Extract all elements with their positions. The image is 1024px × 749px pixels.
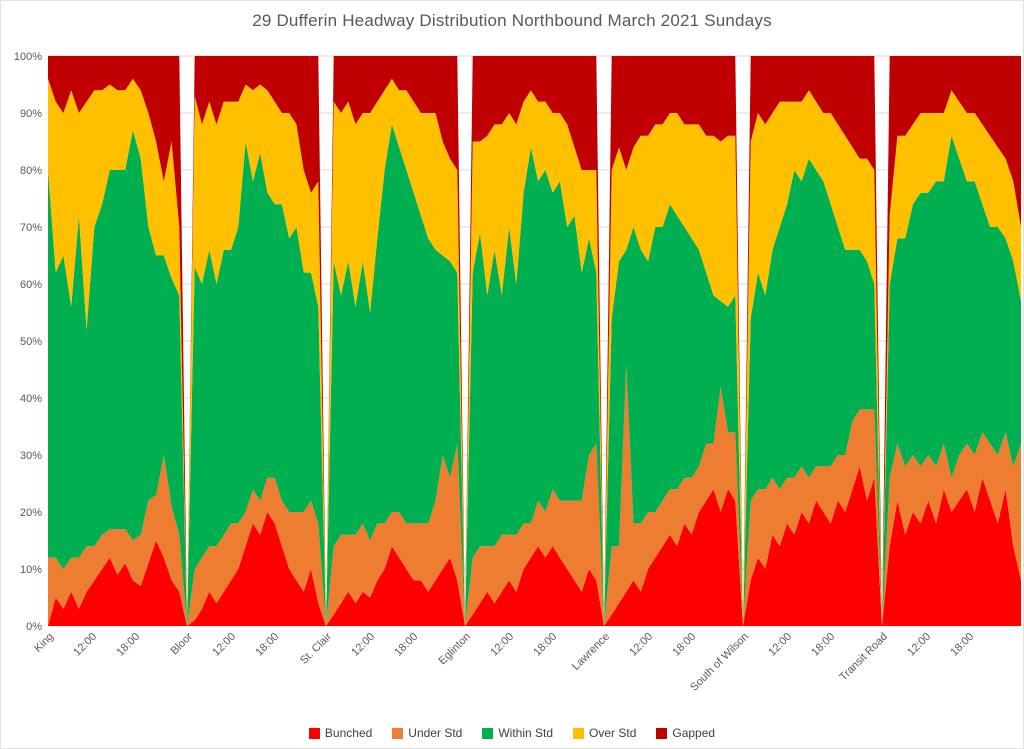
x-tick-station: Bloor <box>168 630 195 657</box>
legend-label: Under Std <box>408 726 463 740</box>
x-tick-station: St. Clair <box>298 630 334 666</box>
legend-swatch <box>656 727 668 739</box>
area-bunched <box>465 546 604 626</box>
area-over-std <box>743 90 882 626</box>
x-tick-time: 12:00 <box>210 631 238 659</box>
area-under-std <box>882 432 1021 626</box>
y-tick-label: 30% <box>20 450 42 462</box>
area-over-std <box>604 113 743 626</box>
x-tick-time: 18:00 <box>114 631 142 659</box>
x-tick-time: 18:00 <box>948 631 976 659</box>
legend-label: Within Std <box>498 726 554 740</box>
area-within-std <box>882 135 1021 627</box>
x-tick-time: 12:00 <box>766 631 794 659</box>
y-tick-label: 0% <box>26 621 42 633</box>
headway-area-chart: 0% 10% 20% 30% 40% 50% 60% 70% 80% 90% 100% King 12… <box>14 51 1021 694</box>
area-under-std <box>743 409 882 626</box>
x-tick-station: South of Wilson <box>688 631 751 694</box>
area-bunched <box>48 540 187 626</box>
y-tick-label: 100% <box>14 51 42 63</box>
y-tick-label: 60% <box>20 279 42 291</box>
area-within-std <box>187 141 326 626</box>
area-gapped <box>326 56 465 626</box>
area-bunched <box>743 466 882 626</box>
legend-swatch <box>308 727 320 739</box>
x-tick-station: Eglinton <box>437 631 474 668</box>
x-tick-time: 12:00 <box>71 631 99 659</box>
area-over-std <box>48 78 187 627</box>
area-within-std <box>743 158 882 626</box>
area-gapped <box>604 56 743 626</box>
area-bunched <box>882 477 1021 626</box>
chart-legend: Bunched Under Std Within Std Over Std Gapped <box>1 726 1023 740</box>
y-tick-label: 20% <box>20 507 42 519</box>
y-tick-label: 10% <box>20 564 42 576</box>
legend-item-under-std: Under Std <box>392 726 462 740</box>
area-gapped <box>48 56 187 626</box>
area-under-std <box>187 477 326 626</box>
area-series <box>48 56 1021 627</box>
y-tick-label: 80% <box>20 165 42 177</box>
x-tick-time: 12:00 <box>905 631 933 659</box>
y-axis-labels: 0% 10% 20% 30% 40% 50% 60% 70% 80% 90% 100% <box>14 51 42 633</box>
area-gapped <box>187 56 326 626</box>
legend-item-within-std: Within Std <box>482 726 553 740</box>
y-tick-label: 40% <box>20 393 42 405</box>
x-axis-labels: King 12:00 18:00 Bloor 12:00 18:00 St. Clair 12… <box>32 630 976 693</box>
y-tick-label: 70% <box>20 222 42 234</box>
legend-label: Gapped <box>672 726 716 740</box>
x-tick-time: 12:00 <box>349 631 377 659</box>
x-tick-station: King <box>32 631 56 655</box>
legend-swatch <box>573 727 585 739</box>
area-within-std <box>48 130 187 626</box>
area-over-std <box>187 84 326 626</box>
x-tick-time: 18:00 <box>531 631 559 659</box>
area-bunched <box>604 489 743 626</box>
legend-swatch <box>482 727 494 739</box>
x-tick-station: Transit Road <box>837 631 890 684</box>
area-over-std <box>326 78 465 627</box>
area-gapped <box>465 56 604 626</box>
x-tick-time: 12:00 <box>627 631 655 659</box>
x-tick-time: 18:00 <box>253 631 281 659</box>
area-within-std <box>604 204 743 626</box>
area-over-std <box>465 90 604 626</box>
x-tick-time: 12:00 <box>488 631 516 659</box>
y-tick-label: 90% <box>20 108 42 120</box>
area-bunched <box>187 512 326 626</box>
area-within-std <box>326 124 465 627</box>
area-under-std <box>326 443 465 626</box>
legend-label: Over Std <box>589 726 637 740</box>
area-bunched <box>326 546 465 626</box>
legend-label: Bunched <box>324 726 373 740</box>
area-under-std <box>604 363 743 626</box>
x-tick-time: 18:00 <box>670 631 698 659</box>
legend-swatch <box>392 727 404 739</box>
x-tick-station: Lawrence <box>570 631 612 673</box>
area-gapped <box>882 56 1021 626</box>
legend-item-over-std: Over Std <box>573 726 636 740</box>
x-tick-time: 18:00 <box>809 631 837 659</box>
area-under-std <box>465 443 604 626</box>
y-tick-label: 50% <box>20 336 42 348</box>
legend-item-gapped: Gapped <box>656 726 715 740</box>
legend-item-bunched: Bunched <box>308 726 373 740</box>
chart-title: 29 Dufferin Headway Distribution Northbo… <box>252 11 772 30</box>
area-within-std <box>465 147 604 626</box>
x-tick-time: 18:00 <box>392 631 420 659</box>
area-gapped <box>743 56 882 626</box>
